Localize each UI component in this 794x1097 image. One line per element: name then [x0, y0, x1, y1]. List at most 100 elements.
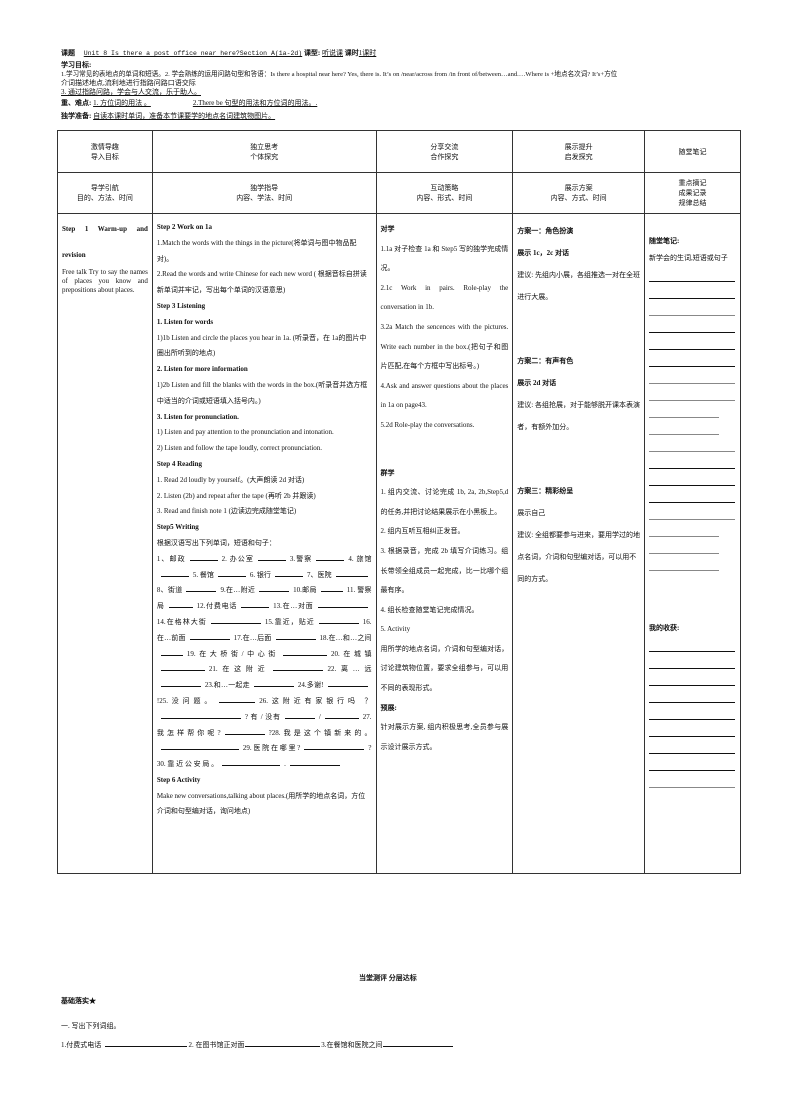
writing-item: 3.警察 [289, 554, 313, 563]
cooperation-line: 5.2d Role-play the conversations. [380, 420, 475, 429]
step-line: Step5 Writing [156, 523, 199, 532]
step-line: 1)1b Listen and circle the places you he… [156, 333, 367, 358]
harvest-line[interactable] [648, 652, 735, 669]
step-line: 2. Listen (2b) and repeat after the tape… [156, 491, 316, 500]
period: 1课时 [358, 49, 377, 57]
note-line[interactable] [648, 486, 735, 503]
header-text: 激情导趣 [90, 142, 119, 151]
goal-1: 1.学习常见的表地点的单词和短语。2. 学会熟练的运用问路句型和答语：Is th… [61, 71, 618, 78]
plan-show: 展示自己 [517, 509, 546, 517]
writing-item: 12.付费电话 [196, 602, 238, 611]
keypoints-label: 重、难点: [61, 99, 92, 107]
note-line[interactable] [648, 316, 735, 333]
col-cooperative: 对学 1.1a 对子检查 1a 和 Step5 写的独学完成情况。 2.1c Wor… [375, 213, 514, 874]
answer-blank[interactable] [273, 664, 324, 672]
harvest-line[interactable] [648, 686, 735, 703]
answer-blank[interactable] [274, 570, 303, 577]
answer-blank[interactable] [189, 554, 218, 561]
subheader-text: 展示方案 [564, 184, 593, 192]
step-line: 1.Match the words with the things in the… [156, 238, 357, 263]
note-line[interactable] [648, 520, 719, 537]
answer-blank[interactable] [222, 759, 281, 767]
answer-blank[interactable] [275, 633, 316, 640]
writing-item: 9.在…附近 [220, 586, 256, 595]
note-line[interactable] [648, 367, 735, 384]
note-line[interactable] [648, 418, 719, 435]
answer-blank[interactable] [160, 712, 241, 719]
writing-item: 17.在…后面 [233, 633, 272, 642]
answer-blank[interactable] [189, 633, 230, 640]
answer-blank[interactable] [289, 759, 340, 767]
answer-blank[interactable] [327, 680, 368, 688]
answer-blank[interactable] [253, 680, 294, 688]
answer-blank[interactable] [244, 1040, 320, 1047]
answer-blank[interactable] [318, 617, 359, 624]
note-line[interactable] [648, 282, 735, 299]
harvest-line[interactable] [648, 635, 735, 652]
lesson-header: 课题 Unit 8 Is there a post office near he… [61, 49, 376, 58]
header-text: 个体探究 [250, 152, 279, 161]
step-line: 3. Read and finish note 1 (边读边完成随堂笔记) [156, 507, 297, 516]
answer-blank[interactable] [217, 570, 246, 577]
answer-blank[interactable] [316, 554, 345, 561]
note-line[interactable] [648, 333, 735, 350]
type: 听说课 [322, 49, 344, 57]
answer-blank[interactable] [284, 712, 315, 719]
answer-blank[interactable] [320, 585, 343, 593]
answer-blank[interactable] [317, 601, 368, 609]
answer-blank[interactable] [324, 712, 359, 719]
answer-blank[interactable] [160, 649, 183, 656]
goal-3: 3. 通过指路问路，学会与人交流，乐于助人。 [61, 88, 201, 96]
note-line[interactable] [648, 503, 735, 520]
col-show: 方案一：角色扮演 展示 1c，2c 对话 建议: 先组内小展，各组推选一对在全班进行… [512, 213, 645, 874]
note-line[interactable] [648, 554, 719, 571]
harvest-line[interactable] [648, 737, 735, 754]
answer-blank[interactable] [219, 696, 256, 703]
cooperation-line: 3. 根据录音，完成 2b 填写介词练习。组长带领全组成员一起完成，比一比哪个组… [380, 546, 509, 595]
writing-item: 15.靠近，贴近 [264, 617, 315, 626]
harvest-line[interactable] [648, 669, 735, 686]
answer-blank[interactable] [168, 601, 193, 609]
note-line[interactable] [648, 452, 735, 469]
writing-item: / [318, 712, 321, 721]
answer-blank[interactable] [186, 585, 217, 593]
answer-blank[interactable] [282, 649, 327, 656]
note-line[interactable] [648, 537, 719, 554]
note-line[interactable] [648, 384, 735, 401]
answer-blank[interactable] [224, 728, 265, 735]
answer-blank[interactable] [241, 601, 270, 609]
harvest-line[interactable] [648, 771, 735, 788]
question-items: 1.付费式电话 2. 在图书馆正对面 3.在餐馆和医院之间 [61, 1040, 453, 1050]
answer-blank[interactable] [382, 1040, 453, 1047]
note-line[interactable] [648, 265, 735, 282]
writing-item: !25.没问题。 [156, 696, 216, 705]
note-line[interactable] [648, 469, 735, 486]
item-1: 1.付费式电话 [61, 1041, 102, 1049]
answer-blank[interactable] [210, 617, 261, 624]
answer-blank[interactable] [160, 570, 189, 577]
harvest-line[interactable] [648, 703, 735, 720]
step6-title: Step 6 Activity [156, 775, 201, 784]
answer-blank[interactable] [160, 664, 205, 672]
answer-blank[interactable] [160, 743, 239, 751]
answer-blank[interactable] [304, 743, 365, 751]
answer-blank[interactable] [257, 554, 286, 561]
subheader-cell: 导学引航 目的、方法、时间 [57, 172, 153, 214]
note-line[interactable] [648, 401, 719, 418]
writing-item: 19.在大桥街/中心街 [186, 649, 279, 658]
answer-blank[interactable] [160, 680, 201, 688]
item-2: 2. 在图书馆正对面 [188, 1041, 245, 1049]
answer-blank[interactable] [335, 570, 368, 577]
note-line[interactable] [648, 350, 735, 367]
note-line[interactable] [648, 435, 735, 452]
writing-item: 7、医院 [306, 570, 332, 579]
answer-blank[interactable] [104, 1040, 187, 1047]
harvest-line[interactable] [648, 754, 735, 771]
answer-blank[interactable] [259, 585, 290, 593]
harvest-line[interactable] [648, 720, 735, 737]
cooperation-line: 5. Activity [380, 625, 411, 634]
header-cell: 随堂笔记 [643, 130, 742, 173]
writing-item: 6. 银行 [249, 570, 271, 579]
writing-item: 18.在…和…之间 [319, 633, 372, 642]
note-line[interactable] [648, 299, 735, 316]
